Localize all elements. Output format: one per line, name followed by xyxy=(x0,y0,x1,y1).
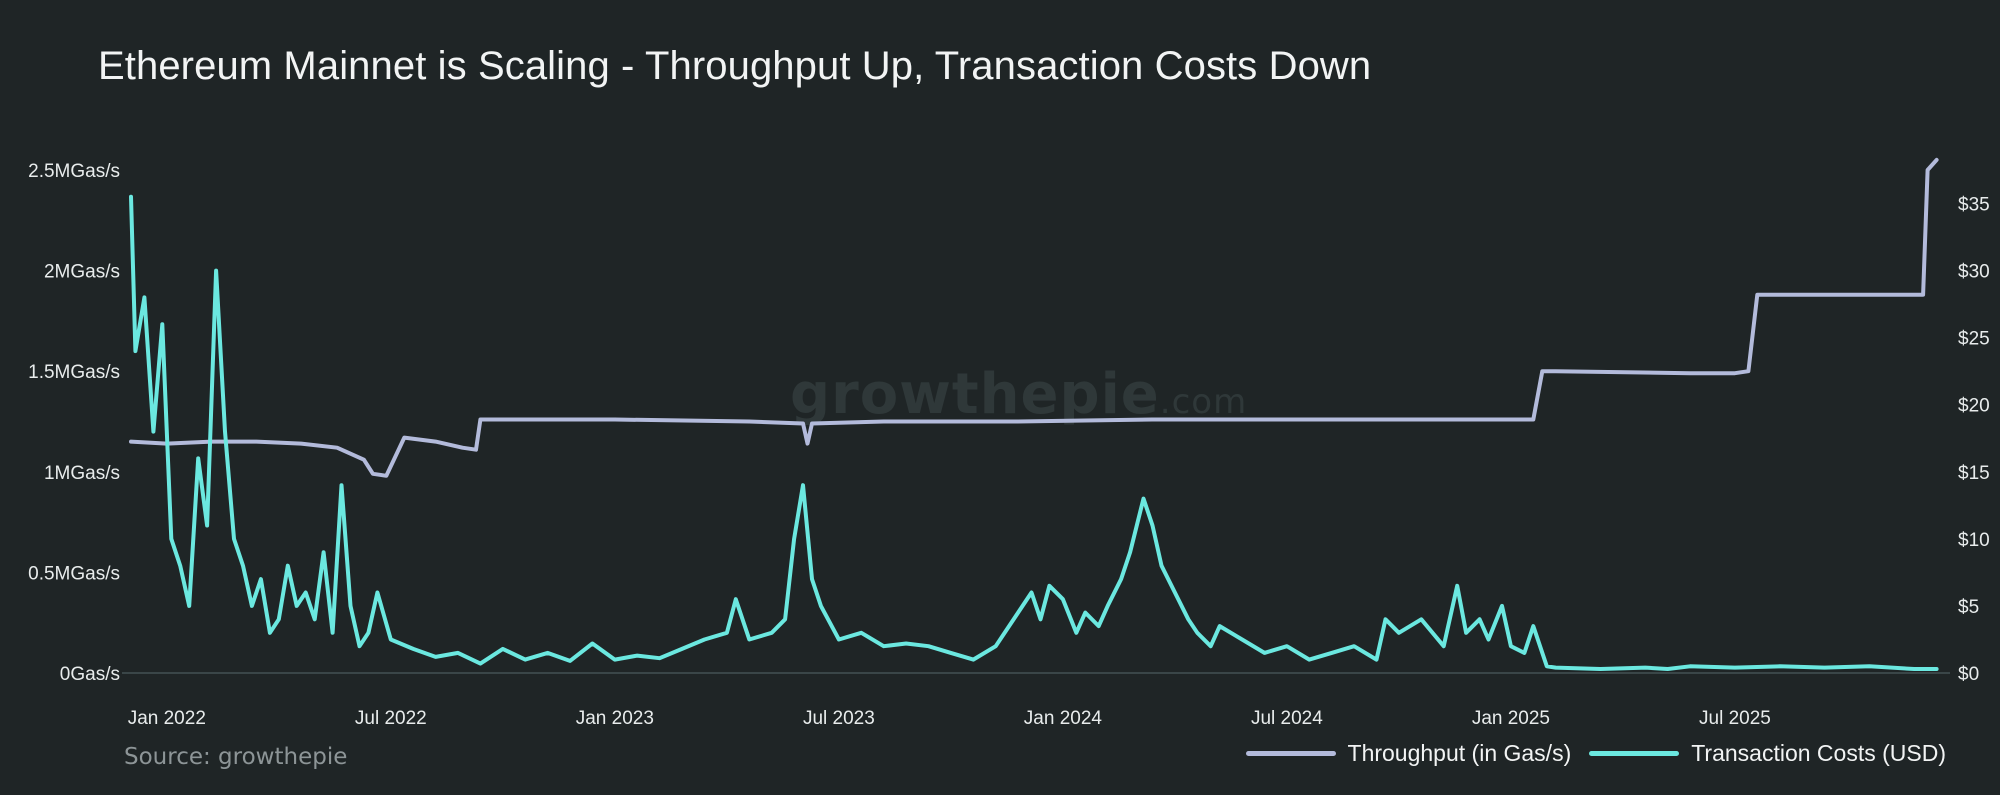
source-note: Source: growthepie xyxy=(124,744,348,770)
left-tick-5: 2.5MGas/s xyxy=(28,161,120,182)
left-tick-1: 0.5MGas/s xyxy=(28,563,120,584)
right-axis-ticks: $0 $5 $10 $15 $20 $25 $30 $35 xyxy=(1958,195,1990,685)
left-tick-2: 1MGas/s xyxy=(44,463,120,484)
watermark-text: growthepie xyxy=(790,362,1160,427)
watermark-suffix: .com xyxy=(1159,382,1248,422)
left-axis-ticks: 0Gas/s 0.5MGas/s 1MGas/s 1.5MGas/s 2MGas/s 2.… xyxy=(28,161,120,685)
x-tick-6: Jan 2025 xyxy=(1472,708,1550,729)
right-tick-2: $10 xyxy=(1958,530,1990,551)
left-tick-0: 0Gas/s xyxy=(60,664,120,685)
legend-item-costs: Transaction Costs (USD) xyxy=(1589,740,1946,767)
legend-label-costs: Transaction Costs (USD) xyxy=(1691,740,1946,766)
right-tick-3: $15 xyxy=(1958,463,1990,484)
left-tick-4: 2MGas/s xyxy=(44,262,120,283)
transaction-costs-line xyxy=(129,194,1939,671)
x-tick-7: Jul 2025 xyxy=(1699,708,1771,729)
legend-item-throughput: Throughput (in Gas/s) xyxy=(1245,740,1572,767)
x-tick-1: Jul 2022 xyxy=(355,708,427,729)
chart-title: Ethereum Mainnet is Scaling - Throughput… xyxy=(98,44,1372,88)
legend-swatch-costs xyxy=(1589,751,1680,756)
x-tick-5: Jul 2024 xyxy=(1251,708,1323,729)
right-tick-4: $20 xyxy=(1958,396,1990,417)
left-tick-3: 1.5MGas/s xyxy=(28,362,120,383)
x-axis-ticks: Jan 2022 Jul 2022 Jan 2023 Jul 2023 Jan 2024… xyxy=(128,708,1771,729)
legend-swatch-throughput xyxy=(1245,751,1336,756)
right-tick-0: $0 xyxy=(1958,664,1979,685)
throughput-line xyxy=(129,157,1939,478)
legend-label-throughput: Throughput (in Gas/s) xyxy=(1347,740,1572,766)
legend: Throughput (in Gas/s) Transaction Costs … xyxy=(1228,740,1946,767)
x-tick-4: Jan 2024 xyxy=(1024,708,1103,729)
x-tick-2: Jan 2023 xyxy=(576,708,654,729)
right-tick-7: $35 xyxy=(1958,195,1990,216)
right-tick-5: $25 xyxy=(1958,329,1990,350)
x-tick-0: Jan 2022 xyxy=(128,708,206,729)
right-tick-1: $5 xyxy=(1958,597,1979,618)
right-tick-6: $30 xyxy=(1958,262,1990,283)
x-tick-3: Jul 2023 xyxy=(803,708,875,729)
watermark: growthepie.com xyxy=(790,362,1247,427)
